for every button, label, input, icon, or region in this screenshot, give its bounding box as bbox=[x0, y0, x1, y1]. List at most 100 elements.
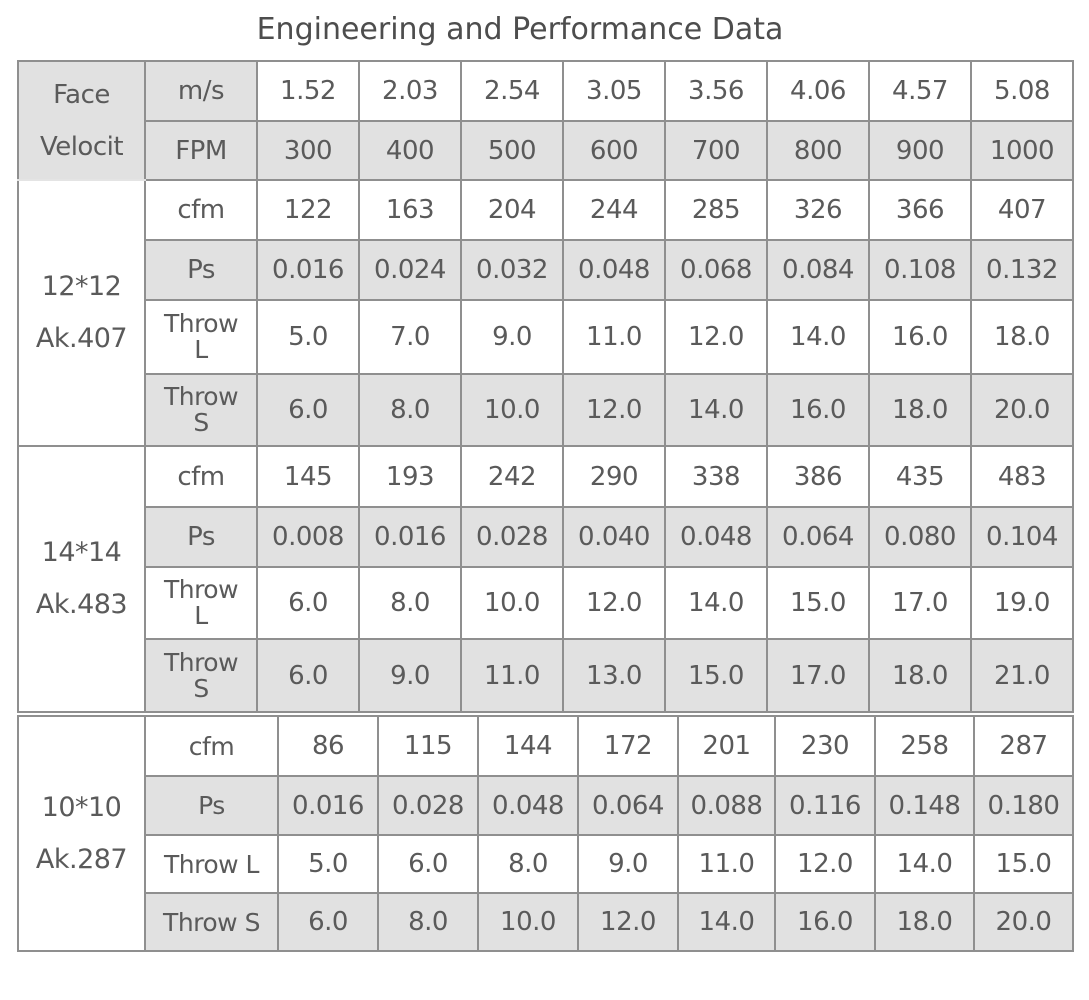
table-cell: 21.0 bbox=[970, 638, 1074, 713]
table-cell: 0.048 bbox=[664, 506, 768, 568]
table-cell: 366 bbox=[868, 179, 972, 241]
table-cell: 14.0 bbox=[664, 566, 768, 640]
performance-table: Face Velocit m/s 1.52 2.03 2.54 3.05 3.56… bbox=[17, 60, 1074, 713]
table-cell: 163 bbox=[358, 179, 462, 241]
table-cell: 10.0 bbox=[460, 373, 564, 447]
table-cell: 700 bbox=[664, 120, 768, 181]
table-cell: 13.0 bbox=[562, 638, 666, 713]
table-cell: 5.08 bbox=[970, 60, 1074, 122]
row-label: FPM bbox=[144, 120, 258, 181]
table-cell: 338 bbox=[664, 445, 768, 508]
table-cell: 14.0 bbox=[664, 373, 768, 447]
table-cell: 9.0 bbox=[358, 638, 462, 713]
table-cell: 900 bbox=[868, 120, 972, 181]
table-cell: 15.0 bbox=[664, 638, 768, 713]
table-cell: 500 bbox=[460, 120, 564, 181]
page-title: Engineering and Performance Data bbox=[256, 12, 784, 47]
table-cell: 6.0 bbox=[277, 892, 379, 952]
row-label: cfm bbox=[144, 445, 258, 508]
table-row: Throw L 5.0 6.0 8.0 9.0 11.0 12.0 14.0 1… bbox=[18, 834, 1074, 894]
table-cell: 201 bbox=[677, 715, 776, 777]
table-cell: 14.0 bbox=[677, 892, 776, 952]
table-cell: 0.116 bbox=[774, 775, 876, 836]
table-cell: 400 bbox=[358, 120, 462, 181]
table-cell: 0.084 bbox=[766, 239, 870, 301]
table-cell: 6.0 bbox=[256, 566, 360, 640]
table-cell: 9.0 bbox=[460, 299, 564, 375]
table-cell: 6.0 bbox=[377, 834, 479, 894]
table-cell: 287 bbox=[973, 715, 1074, 777]
table-cell: 144 bbox=[477, 715, 579, 777]
table-cell: 386 bbox=[766, 445, 870, 508]
table-cell: 16.0 bbox=[766, 373, 870, 447]
table-cell: 14.0 bbox=[874, 834, 975, 894]
table-cell: 204 bbox=[460, 179, 564, 241]
row-label: Ps bbox=[144, 506, 258, 568]
table-cell: 0.040 bbox=[562, 506, 666, 568]
table-cell: 0.064 bbox=[577, 775, 679, 836]
table-cell: 18.0 bbox=[868, 373, 972, 447]
table-cell: 0.048 bbox=[477, 775, 579, 836]
group-label: 14*14 Ak.483 bbox=[17, 445, 146, 713]
table-row: Throw S 6.0 9.0 11.0 13.0 15.0 17.0 18.0 … bbox=[18, 638, 1074, 713]
table-cell: 11.0 bbox=[562, 299, 666, 375]
table-cell: 16.0 bbox=[868, 299, 972, 375]
table-cell: 12.0 bbox=[577, 892, 679, 952]
row-label: cfm bbox=[144, 715, 279, 777]
table-cell: 2.54 bbox=[460, 60, 564, 122]
table-cell: 5.0 bbox=[256, 299, 360, 375]
table-cell: 172 bbox=[577, 715, 679, 777]
table-cell: 0.108 bbox=[868, 239, 972, 301]
table-cell: 18.0 bbox=[970, 299, 1074, 375]
table-row: Ps 0.016 0.028 0.048 0.064 0.088 0.116 0… bbox=[18, 775, 1074, 836]
table-cell: 0.080 bbox=[868, 506, 972, 568]
table-cell: 15.0 bbox=[973, 834, 1074, 894]
row-label: Throw S bbox=[144, 373, 258, 447]
table-row: Ps 0.016 0.024 0.032 0.048 0.068 0.084 0… bbox=[18, 239, 1074, 301]
face-velocity-label: Face Velocit bbox=[17, 60, 146, 181]
table-cell: 0.028 bbox=[377, 775, 479, 836]
table-cell: 0.016 bbox=[256, 239, 360, 301]
row-label: Throw S bbox=[144, 892, 279, 952]
row-label: Throw L bbox=[144, 834, 279, 894]
table-cell: 5.0 bbox=[277, 834, 379, 894]
table-cell: 6.0 bbox=[256, 638, 360, 713]
table-cell: 7.0 bbox=[358, 299, 462, 375]
table-cell: 8.0 bbox=[358, 566, 462, 640]
table-cell: 115 bbox=[377, 715, 479, 777]
table-cell: 122 bbox=[256, 179, 360, 241]
table-cell: 435 bbox=[868, 445, 972, 508]
table-cell: 0.068 bbox=[664, 239, 768, 301]
table-cell: 3.56 bbox=[664, 60, 768, 122]
table-cell: 18.0 bbox=[868, 638, 972, 713]
table-cell: 145 bbox=[256, 445, 360, 508]
table-cell: 0.008 bbox=[256, 506, 360, 568]
table-cell: 18.0 bbox=[874, 892, 975, 952]
table-cell: 12.0 bbox=[664, 299, 768, 375]
table-cell: 300 bbox=[256, 120, 360, 181]
table-cell: 10.0 bbox=[460, 566, 564, 640]
face-velocity-line-1: Face Velocit bbox=[39, 79, 124, 162]
table-cell: 8.0 bbox=[358, 373, 462, 447]
table-cell: 12.0 bbox=[562, 373, 666, 447]
row-label: Ps bbox=[144, 775, 279, 836]
table-cell: 20.0 bbox=[970, 373, 1074, 447]
table-cell: 4.57 bbox=[868, 60, 972, 122]
table-cell: 600 bbox=[562, 120, 666, 181]
table-cell: 4.06 bbox=[766, 60, 870, 122]
table-cell: 9.0 bbox=[577, 834, 679, 894]
table-row: Ps 0.008 0.016 0.028 0.040 0.048 0.064 0… bbox=[18, 506, 1074, 568]
table-cell: 86 bbox=[277, 715, 379, 777]
table-row: FPM 300 400 500 600 700 800 900 1000 bbox=[18, 120, 1074, 181]
table-row: Throw S 6.0 8.0 10.0 12.0 14.0 16.0 18.0… bbox=[18, 892, 1074, 952]
row-label: Throw S bbox=[144, 638, 258, 713]
table-cell: 12.0 bbox=[562, 566, 666, 640]
table-cell: 193 bbox=[358, 445, 462, 508]
table-cell: 11.0 bbox=[677, 834, 776, 894]
table-cell: 8.0 bbox=[377, 892, 479, 952]
performance-table-10x10: 10*10 Ak.287 cfm 86 115 144 172 201 230 2… bbox=[17, 715, 1074, 952]
row-label: Throw L bbox=[144, 566, 258, 640]
table-cell: 0.024 bbox=[358, 239, 462, 301]
table-cell: 0.148 bbox=[874, 775, 975, 836]
row-label: Throw L bbox=[144, 299, 258, 375]
